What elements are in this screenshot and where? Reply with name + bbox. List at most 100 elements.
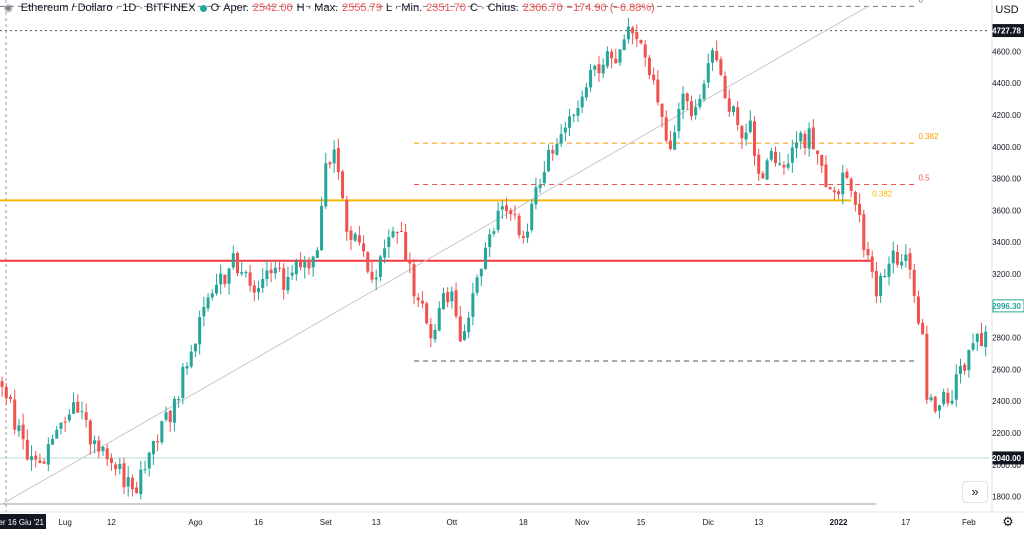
candle[interactable] bbox=[710, 47, 714, 71]
candle[interactable] bbox=[341, 169, 345, 200]
candle[interactable] bbox=[282, 263, 286, 300]
candle[interactable] bbox=[84, 403, 88, 428]
candle[interactable] bbox=[576, 100, 580, 123]
candle[interactable] bbox=[17, 419, 21, 437]
candle[interactable] bbox=[769, 147, 773, 162]
candle[interactable] bbox=[639, 39, 643, 45]
candle[interactable] bbox=[223, 274, 227, 288]
candle[interactable] bbox=[950, 389, 954, 406]
candle[interactable] bbox=[891, 241, 895, 274]
candle[interactable] bbox=[937, 404, 941, 419]
candle[interactable] bbox=[984, 325, 988, 357]
candle[interactable] bbox=[975, 332, 979, 352]
candle[interactable] bbox=[261, 268, 265, 293]
candle[interactable] bbox=[689, 95, 693, 121]
candle[interactable] bbox=[311, 255, 315, 277]
candle[interactable] bbox=[240, 262, 244, 277]
candle[interactable] bbox=[458, 306, 462, 343]
candle[interactable] bbox=[370, 262, 374, 284]
candle[interactable] bbox=[900, 253, 904, 270]
candle[interactable] bbox=[412, 258, 416, 305]
candle[interactable] bbox=[471, 282, 475, 326]
candle[interactable] bbox=[265, 260, 269, 287]
candle[interactable] bbox=[42, 458, 46, 464]
candle[interactable] bbox=[227, 267, 231, 295]
candle[interactable] bbox=[181, 363, 185, 405]
candle[interactable] bbox=[858, 193, 862, 223]
candle[interactable] bbox=[782, 161, 786, 175]
candle[interactable] bbox=[921, 318, 925, 335]
candle[interactable] bbox=[88, 419, 92, 455]
candle[interactable] bbox=[332, 140, 336, 174]
candle[interactable] bbox=[895, 244, 899, 268]
candle[interactable] bbox=[614, 48, 618, 64]
candle[interactable] bbox=[488, 228, 492, 258]
candle[interactable] bbox=[504, 197, 509, 219]
candle[interactable] bbox=[979, 322, 984, 347]
candle[interactable] bbox=[685, 92, 689, 111]
candle[interactable] bbox=[584, 82, 588, 101]
candle[interactable] bbox=[252, 280, 256, 302]
candle[interactable] bbox=[76, 394, 80, 414]
candle[interactable] bbox=[59, 422, 63, 435]
candle[interactable] bbox=[803, 130, 807, 155]
candle[interactable] bbox=[610, 48, 614, 69]
legend-hide-icon[interactable]: ◉ bbox=[4, 2, 13, 14]
candle[interactable] bbox=[143, 460, 147, 474]
candle[interactable] bbox=[420, 291, 424, 309]
candle[interactable] bbox=[500, 200, 504, 219]
candle[interactable] bbox=[467, 311, 471, 339]
candle[interactable] bbox=[723, 71, 727, 99]
candle[interactable] bbox=[429, 317, 433, 348]
candle[interactable] bbox=[820, 154, 824, 173]
candle[interactable] bbox=[597, 55, 601, 82]
candle[interactable] bbox=[387, 229, 391, 258]
candle[interactable] bbox=[580, 90, 584, 114]
candle[interactable] bbox=[105, 444, 109, 466]
candle[interactable] bbox=[845, 168, 849, 180]
candle[interactable] bbox=[916, 290, 920, 326]
candle[interactable] bbox=[874, 262, 878, 304]
candle[interactable] bbox=[841, 164, 845, 205]
candle[interactable] bbox=[336, 138, 340, 180]
candle[interactable] bbox=[366, 251, 370, 274]
candle[interactable] bbox=[294, 258, 298, 281]
candle[interactable] bbox=[177, 395, 181, 408]
candle[interactable] bbox=[862, 209, 866, 258]
candle[interactable] bbox=[668, 130, 672, 151]
candle[interactable] bbox=[832, 186, 836, 200]
candle[interactable] bbox=[408, 252, 412, 274]
candle[interactable] bbox=[946, 387, 950, 407]
candle[interactable] bbox=[572, 113, 576, 123]
candle[interactable] bbox=[618, 48, 622, 67]
candle[interactable] bbox=[21, 413, 25, 450]
candle[interactable] bbox=[849, 177, 853, 198]
candle[interactable] bbox=[790, 139, 794, 173]
candle[interactable] bbox=[534, 177, 538, 210]
candle[interactable] bbox=[235, 251, 240, 277]
candle[interactable] bbox=[479, 268, 483, 287]
candle[interactable] bbox=[189, 344, 193, 369]
candle[interactable] bbox=[563, 121, 567, 142]
candle[interactable] bbox=[954, 364, 958, 407]
candle[interactable] bbox=[130, 474, 134, 497]
candle[interactable] bbox=[0, 376, 4, 397]
candle[interactable] bbox=[530, 199, 534, 233]
candle[interactable] bbox=[198, 310, 202, 355]
candle[interactable] bbox=[248, 264, 252, 292]
candle[interactable] bbox=[547, 144, 551, 173]
candle[interactable] bbox=[185, 362, 189, 375]
candle[interactable] bbox=[450, 286, 454, 309]
candle[interactable] bbox=[736, 101, 740, 131]
candle[interactable] bbox=[883, 268, 887, 278]
candle[interactable] bbox=[433, 323, 437, 343]
candle[interactable] bbox=[702, 79, 706, 102]
candle[interactable] bbox=[521, 230, 525, 244]
candle[interactable] bbox=[795, 131, 799, 159]
candle[interactable] bbox=[437, 301, 441, 332]
candle[interactable] bbox=[740, 124, 744, 149]
candle[interactable] bbox=[269, 262, 273, 283]
candle[interactable] bbox=[660, 103, 664, 128]
candle[interactable] bbox=[635, 24, 639, 47]
candle[interactable] bbox=[698, 94, 702, 110]
